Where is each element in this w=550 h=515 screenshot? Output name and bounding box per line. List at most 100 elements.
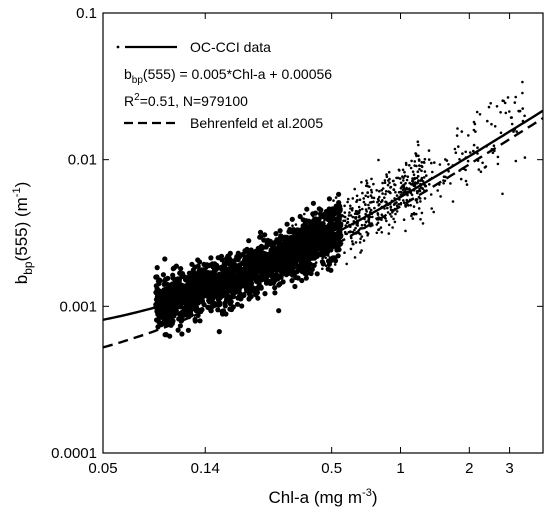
- data-point: [513, 101, 517, 104]
- data-point: [444, 158, 447, 161]
- data-point: [221, 262, 227, 269]
- data-point: [293, 274, 299, 281]
- data-point: [331, 257, 335, 261]
- data-point: [349, 207, 352, 210]
- data-point: [417, 207, 421, 210]
- data-point: [154, 286, 160, 292]
- data-point: [347, 230, 351, 234]
- data-point: [267, 238, 273, 244]
- data-point: [272, 285, 278, 291]
- data-point: [388, 212, 392, 216]
- data-point: [339, 223, 342, 226]
- data-point: [501, 192, 504, 196]
- data-point: [349, 204, 352, 208]
- data-point: [336, 212, 342, 218]
- data-point: [454, 151, 458, 154]
- data-point: [361, 207, 364, 211]
- data-point: [473, 122, 477, 126]
- data-point: [490, 122, 493, 126]
- data-point: [376, 212, 380, 215]
- data-point: [276, 266, 282, 272]
- data-point: [376, 200, 379, 204]
- data-point: [415, 190, 419, 193]
- data-point: [412, 213, 416, 216]
- data-point: [380, 213, 384, 216]
- data-point: [333, 216, 339, 222]
- data-point: [417, 143, 420, 147]
- data-point: [179, 331, 185, 337]
- data-point: [323, 219, 326, 222]
- data-point: [291, 224, 294, 227]
- data-point: [417, 180, 420, 183]
- data-point: [523, 156, 527, 159]
- data-point: [394, 202, 397, 205]
- data-point: [402, 179, 405, 182]
- data-point: [474, 130, 477, 133]
- data-point: [329, 242, 336, 248]
- data-point: [317, 211, 324, 217]
- y-axis-label: bbp(555) (m-1): [11, 182, 35, 285]
- data-point: [410, 183, 413, 186]
- data-point: [364, 220, 368, 224]
- data-point: [313, 231, 316, 234]
- data-point: [442, 175, 446, 178]
- data-point: [255, 295, 261, 301]
- data-point: [464, 150, 468, 154]
- data-point: [333, 228, 336, 231]
- data-point: [192, 305, 198, 311]
- data-point: [239, 303, 245, 309]
- data-point: [420, 169, 423, 173]
- data-point: [387, 170, 391, 174]
- data-point: [160, 272, 166, 278]
- data-point: [429, 193, 433, 196]
- data-point: [394, 183, 397, 187]
- data-point: [409, 204, 413, 207]
- data-point: [380, 231, 384, 234]
- data-point: [196, 275, 202, 281]
- data-point: [362, 239, 366, 242]
- data-point: [275, 276, 281, 282]
- data-point: [350, 209, 354, 212]
- data-point: [223, 269, 229, 275]
- data-point: [384, 190, 388, 193]
- data-point: [277, 281, 283, 287]
- data-point: [347, 197, 350, 201]
- data-point: [276, 252, 282, 258]
- data-point: [447, 170, 450, 173]
- data-point: [360, 180, 363, 184]
- data-point: [309, 233, 315, 239]
- data-point: [303, 275, 309, 281]
- data-point: [309, 266, 315, 272]
- legend-stats-sup: 2: [134, 92, 140, 103]
- data-point: [242, 248, 248, 254]
- data-point: [496, 155, 500, 159]
- data-point: [330, 209, 336, 215]
- data-point: [417, 154, 420, 158]
- data-point: [360, 249, 363, 252]
- data-point: [300, 233, 306, 240]
- data-point: [227, 261, 233, 267]
- data-point: [357, 205, 361, 209]
- data-point: [284, 221, 290, 227]
- data-point: [425, 174, 428, 177]
- data-point: [476, 146, 479, 149]
- data-point: [353, 256, 357, 259]
- data-point: [334, 196, 338, 199]
- legend-equation-sub: bp: [132, 75, 144, 86]
- data-point: [428, 183, 431, 186]
- data-point: [487, 105, 491, 109]
- data-point: [377, 228, 380, 232]
- data-point: [212, 274, 218, 280]
- data-point: [416, 140, 420, 143]
- data-point: [355, 194, 359, 198]
- data-point: [403, 170, 406, 174]
- x-tick-label: 0.05: [88, 460, 117, 477]
- data-point: [316, 206, 322, 212]
- data-point: [175, 327, 181, 333]
- data-point: [188, 275, 195, 281]
- data-point: [378, 195, 381, 199]
- data-point: [217, 291, 223, 297]
- data-point: [356, 224, 360, 227]
- data-point: [414, 152, 417, 155]
- data-point: [294, 223, 298, 226]
